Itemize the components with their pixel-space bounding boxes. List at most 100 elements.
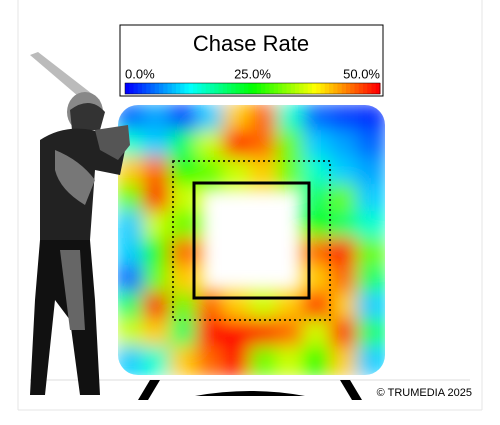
colorbar-step	[146, 83, 151, 94]
strike-zone	[192, 181, 311, 300]
colorbar-step	[375, 83, 381, 94]
heat-cell	[329, 157, 361, 188]
heat-cell	[356, 211, 385, 242]
colorbar-step	[290, 83, 296, 94]
heat-cell	[249, 130, 281, 161]
heat-cell	[302, 105, 334, 134]
heat-cell	[356, 346, 385, 375]
colorbar-step	[324, 83, 330, 94]
heat-cell	[142, 184, 174, 215]
colorbar-step	[129, 83, 134, 94]
colorbar-step	[248, 83, 253, 94]
heat-cell	[356, 292, 385, 323]
shadow-zone	[172, 160, 331, 321]
heat-cell	[329, 319, 361, 350]
colorbar-tick-label: 0.0%	[125, 66, 155, 81]
colorbar-step	[133, 83, 139, 94]
heat-cell	[329, 292, 361, 323]
colorbar-step	[176, 83, 181, 94]
colorbar-step	[256, 83, 262, 94]
heat-cell	[302, 319, 334, 350]
credit: © TRUMEDIA 2025	[377, 387, 472, 399]
chart-title: Chase Rate	[193, 31, 309, 56]
heat-cell	[249, 346, 281, 375]
heatmap-cells	[118, 105, 385, 375]
heat-cell	[356, 130, 385, 161]
heat-cell	[196, 105, 227, 134]
colorbar-step	[337, 83, 343, 94]
heat-cell	[329, 346, 361, 375]
colorbar-step	[214, 83, 219, 94]
colorbar-step	[371, 83, 377, 94]
heat-cell	[329, 211, 361, 242]
heat-cell	[142, 265, 174, 296]
colorbar-step	[210, 83, 215, 94]
heat-cell	[142, 319, 174, 350]
colorbar-step	[205, 83, 211, 94]
colorbar-step	[329, 83, 334, 94]
heat-cell	[196, 319, 227, 350]
colorbar-step	[239, 83, 245, 94]
heat-cell	[142, 238, 174, 269]
colorbar-step	[235, 83, 241, 94]
colorbar: 0.0% 25.0% 50.0%	[124, 66, 381, 95]
colorbar-step	[222, 83, 228, 94]
heat-cell	[249, 105, 281, 134]
heat-cell	[356, 238, 385, 269]
heat-cell	[142, 157, 174, 188]
colorbar-step	[163, 83, 168, 94]
heat-cell	[142, 130, 174, 161]
heat-cell	[329, 105, 361, 134]
heat-cell	[118, 292, 147, 323]
colorbar-step	[295, 83, 300, 94]
colorbar-step	[273, 83, 279, 94]
colorbar-step	[333, 83, 338, 94]
heat-cell	[118, 211, 147, 242]
heat-cell	[196, 130, 227, 161]
heat-cell	[302, 346, 334, 375]
heat-cell	[222, 319, 254, 350]
heat-cell	[169, 105, 201, 134]
heat-cell	[356, 319, 385, 350]
heat-cell	[169, 130, 201, 161]
heat-cell	[276, 105, 307, 134]
colorbar-step	[299, 83, 304, 94]
heat-cell	[118, 184, 147, 215]
colorbar-step	[252, 83, 258, 94]
colorbar-step	[363, 83, 368, 94]
heat-cell	[276, 319, 307, 350]
heatmap	[118, 105, 385, 375]
heat-cell	[118, 346, 147, 375]
colorbar-tick-label: 25.0%	[234, 66, 271, 81]
colorbar-border	[124, 82, 381, 95]
colorbar-step	[201, 83, 207, 94]
heat-cell	[118, 238, 147, 269]
colorbar-step	[227, 83, 232, 94]
heat-cell	[118, 157, 147, 188]
batters-box-left	[138, 380, 160, 400]
colorbar-step	[154, 83, 160, 94]
colorbar-step	[244, 83, 249, 94]
heat-cell	[276, 346, 307, 375]
colorbar-step	[150, 83, 156, 94]
heat-cell	[222, 130, 254, 161]
colorbar-step	[358, 83, 364, 94]
colorbar-step	[367, 83, 372, 94]
colorbar-step	[350, 83, 355, 94]
heat-cell	[118, 319, 147, 350]
colorbar-step	[184, 83, 190, 94]
heat-cell	[196, 346, 227, 375]
heat-cell	[329, 265, 361, 296]
heat-cell	[169, 319, 201, 350]
colorbar-step	[265, 83, 270, 94]
heat-cell	[142, 346, 174, 375]
colorbar-step	[341, 83, 347, 94]
heat-cell	[356, 265, 385, 296]
colorbar-step	[286, 83, 292, 94]
heat-cell	[302, 130, 334, 161]
colorbar-step	[193, 83, 198, 94]
heat-cell	[118, 265, 147, 296]
home-plate	[195, 391, 305, 396]
